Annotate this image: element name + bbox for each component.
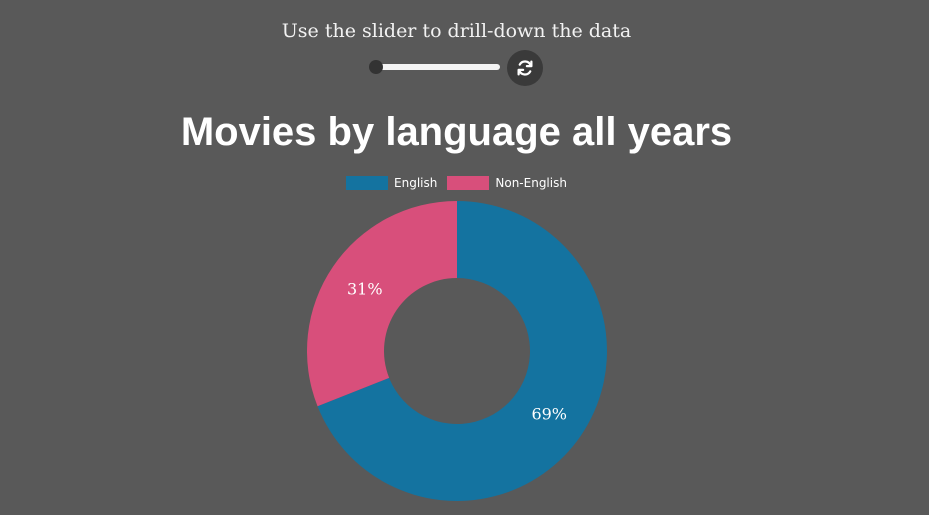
legend-swatch-non-english — [447, 176, 490, 190]
slice-non-english[interactable] — [307, 201, 457, 407]
slider-track[interactable] — [376, 64, 500, 70]
legend-item-english[interactable]: English — [346, 176, 437, 190]
legend-label-english: English — [394, 176, 438, 190]
slider-thumb[interactable] — [369, 60, 383, 74]
chart-title: Movies by language all years — [180, 110, 733, 154]
data-label-non-english: 31% — [347, 279, 383, 298]
data-label-english: 69% — [531, 405, 567, 424]
legend-swatch-english — [346, 176, 389, 190]
reset-button[interactable] — [507, 50, 543, 86]
slice-english[interactable] — [317, 201, 608, 501]
refresh-icon — [517, 60, 533, 76]
drill-down-slider[interactable] — [369, 60, 500, 74]
instruction-text: Use the slider to drill-down the data — [281, 20, 632, 42]
legend-item-non-english[interactable]: Non-English — [447, 176, 567, 190]
chart-legend: English Non-English — [0, 176, 913, 190]
legend-label-non-english: Non-English — [495, 176, 567, 190]
